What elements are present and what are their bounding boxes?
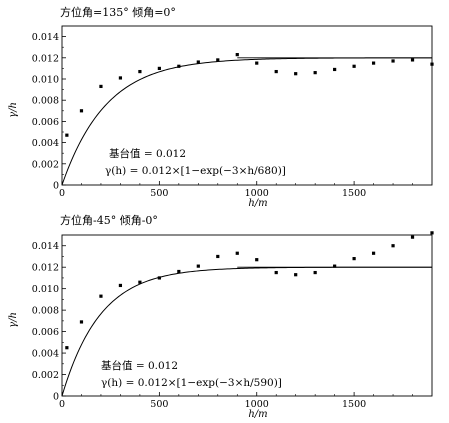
- data-point: [430, 62, 434, 66]
- data-point: [430, 231, 434, 235]
- x-tick-label: 0: [59, 188, 65, 199]
- x-tick-label: 0: [59, 399, 65, 410]
- data-point: [294, 72, 298, 76]
- data-point: [313, 270, 317, 275]
- data-point: [138, 280, 142, 284]
- chart-title: 方位角=135° 倾角=0°: [60, 5, 176, 19]
- variogram-panel-135: 方位角=135° 倾角=0° γ/h h/m 基台值 = 0.012 γ(h) …: [8, 5, 434, 209]
- data-point: [255, 258, 259, 262]
- model-formula: γ(h) = 0.012×[1−exp(−3×h/590)]: [101, 377, 282, 389]
- x-tick-label: 1500: [342, 399, 366, 410]
- y-tick-label: 0.012: [32, 53, 59, 64]
- x-tick-label: 1000: [245, 188, 269, 199]
- data-point: [157, 276, 161, 280]
- y-tick-label: 0.014: [32, 241, 59, 252]
- data-point: [255, 61, 259, 65]
- data-point: [235, 53, 239, 57]
- data-point: [391, 59, 395, 63]
- y-tick-label: 0.010: [32, 75, 59, 86]
- data-point: [333, 67, 337, 72]
- x-tick-label: 1000: [245, 399, 269, 410]
- data-point: [157, 66, 161, 70]
- y-tick-label: 0: [53, 181, 59, 192]
- data-point: [216, 254, 220, 259]
- data-point: [99, 294, 103, 298]
- x-tick-label: 1500: [342, 188, 366, 199]
- data-point: [65, 133, 69, 137]
- model-formula: γ(h) = 0.012×[1−exp(−3×h/680)]: [105, 165, 286, 177]
- y-tick-label: 0.004: [32, 138, 59, 149]
- y-tick-label: 0.006: [32, 117, 59, 128]
- data-point: [65, 346, 69, 350]
- data-point: [177, 269, 181, 274]
- x-axis-label: h/m: [248, 409, 267, 420]
- data-point: [196, 264, 200, 268]
- plot-frame: [61, 25, 433, 186]
- data-point: [79, 109, 84, 113]
- data-point: [274, 69, 278, 74]
- y-tick-label: 0.006: [32, 327, 59, 338]
- data-point: [196, 60, 200, 64]
- x-tick-label: 500: [150, 188, 168, 199]
- data-point: [410, 235, 415, 239]
- y-tick-label: 0.004: [32, 349, 59, 360]
- data-point: [371, 61, 376, 65]
- data-point: [313, 71, 317, 75]
- plot-frame: [61, 234, 433, 397]
- data-point: [79, 320, 84, 324]
- sill-annotation: 基台值 = 0.012: [109, 147, 186, 160]
- data-point: [371, 251, 376, 255]
- variogram-panel-45: 方位角-45° 倾角-0° γ/h h/m 基台值 = 0.012 γ(h) =…: [8, 213, 434, 420]
- data-point: [177, 64, 181, 68]
- y-tick-label: 0: [53, 392, 59, 403]
- x-tick-label: 500: [150, 399, 168, 410]
- y-tick-label: 0.002: [32, 370, 59, 381]
- data-point: [391, 244, 395, 248]
- y-tick-label: 0.008: [32, 306, 59, 317]
- y-tick-label: 0.010: [32, 284, 59, 295]
- data-point: [352, 257, 356, 261]
- y-tick-label: 0.008: [32, 96, 59, 107]
- y-tick-label: 0.002: [32, 159, 59, 170]
- data-point: [216, 58, 220, 62]
- data-point: [333, 264, 337, 268]
- data-point: [235, 251, 239, 255]
- x-axis-label: h/m: [248, 198, 267, 209]
- data-point: [118, 283, 123, 288]
- data-point: [274, 270, 278, 275]
- data-point: [352, 64, 356, 68]
- y-axis-label: γ/h: [8, 102, 19, 118]
- chart-title: 方位角-45° 倾角-0°: [60, 213, 158, 227]
- data-point: [118, 76, 123, 80]
- data-point: [99, 84, 103, 89]
- data-point: [410, 58, 415, 62]
- data-point: [294, 273, 298, 277]
- y-tick-label: 0.012: [32, 263, 59, 274]
- data-point: [138, 69, 142, 74]
- sill-annotation: 基台值 = 0.012: [101, 359, 178, 372]
- y-axis-label: γ/h: [8, 312, 19, 328]
- y-tick-label: 0.014: [32, 32, 59, 43]
